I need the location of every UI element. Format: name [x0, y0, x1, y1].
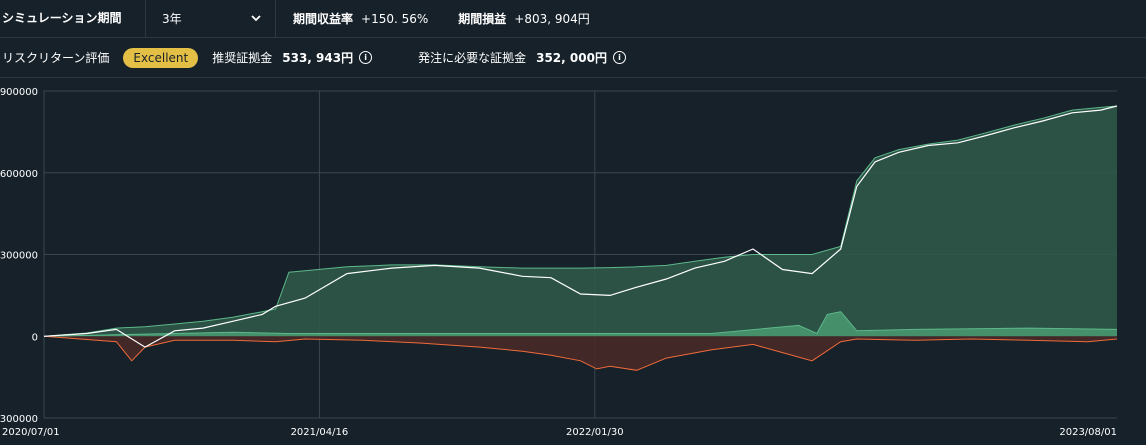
runup-area [44, 311, 1117, 337]
simulation-period-label: シミュレーション期間 [0, 0, 146, 38]
recommended-margin-value: 533, 943円 [282, 51, 354, 65]
chart-svg: 900000 600000 300000 0 -300000 2020/07/01 2021… [0, 87, 1118, 438]
info-icon[interactable]: i [359, 51, 373, 64]
risk-return-label: リスクリターン評価 [2, 51, 110, 65]
period-return-label: 期間収益率 [293, 12, 354, 26]
info-icon[interactable]: i [612, 51, 626, 64]
drawdown-area [44, 336, 1117, 371]
risk-bar: リスクリターン評価 Excellent 推奨証拠金 533, 943円 i 発注… [0, 38, 1146, 78]
period-pnl-label: 期間損益 [458, 12, 507, 26]
x-tick-label: 2022/01/30 [566, 427, 624, 438]
peak-equity-line [43, 105, 1118, 337]
rating-badge: Excellent [123, 47, 199, 68]
period-return: 期間収益率 +150. 56% [293, 10, 428, 27]
top-bar: シミュレーション期間 3年 期間収益率 +150. 56% 期間損益 +803,… [0, 0, 1146, 38]
runup-line [43, 311, 1118, 337]
y-tick-label: 600000 [0, 169, 38, 180]
drawdown-line [43, 335, 1118, 371]
recommended-margin-label: 推奨証拠金 [212, 51, 273, 65]
chevron-down-icon [251, 12, 261, 25]
x-tick-label: 2023/08/01 [1059, 427, 1117, 438]
equity-chart: 900000 600000 300000 0 -300000 2020/07/01 2021… [0, 79, 1146, 441]
period-return-value: +150. 56% [361, 11, 429, 26]
x-tick-label: 2021/04/16 [291, 427, 349, 438]
y-tick-label: 900000 [0, 87, 38, 98]
peak-equity-area [44, 106, 1117, 337]
required-margin-label: 発注に必要な証拠金 [418, 51, 527, 65]
required-margin-value: 352, 000円 [536, 51, 607, 65]
period-value: 3年 [162, 12, 182, 26]
period-select[interactable]: 3年 [146, 0, 276, 38]
y-tick-label: 0 [32, 332, 38, 343]
period-pnl: 期間損益 +803, 904円 [458, 10, 590, 27]
period-pnl-value: +803, 904円 [514, 12, 590, 26]
x-tick-label: 2020/07/01 [2, 427, 60, 438]
cumulative-pnl-line [43, 105, 1118, 348]
y-tick-label: -300000 [0, 414, 38, 425]
y-tick-label: 300000 [0, 251, 38, 262]
